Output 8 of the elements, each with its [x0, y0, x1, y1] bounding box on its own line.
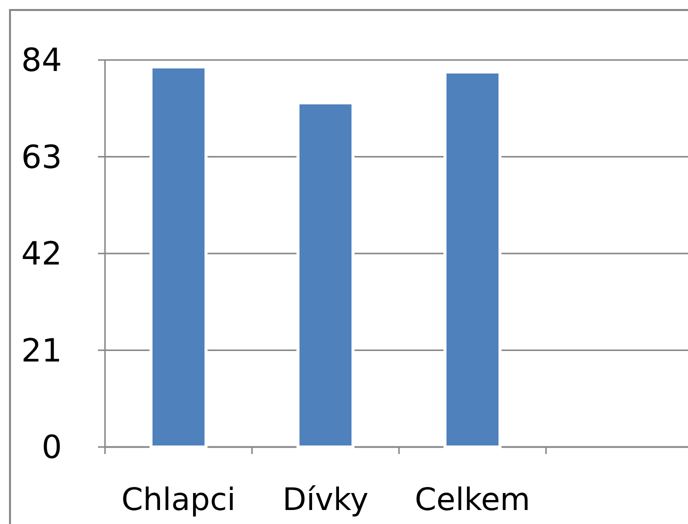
y-tick-label: 84	[21, 41, 62, 80]
y-tick-label: 63	[21, 138, 62, 176]
y-tick-label: 42	[21, 234, 62, 273]
x-tick-label: Dívky	[282, 482, 369, 518]
y-tick-label: 21	[21, 331, 62, 370]
y-tick-label: 0	[42, 428, 62, 466]
x-tick-label: Celkem	[414, 482, 530, 518]
x-tick-label: Chlapci	[121, 482, 236, 518]
